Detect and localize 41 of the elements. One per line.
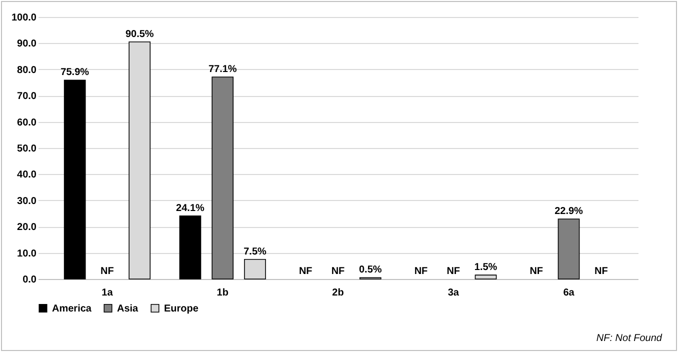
- text: NF: [414, 266, 428, 277]
- data-label: 22.9%: [554, 206, 584, 217]
- x-tick-label: 3a: [448, 288, 460, 298]
- text: NF: [446, 266, 460, 277]
- data-label: 0.5%: [358, 264, 382, 276]
- legend-label: Europe: [164, 303, 199, 314]
- text: NF: [331, 266, 345, 277]
- text: NF: [530, 266, 544, 277]
- data-label: 1.5%: [474, 262, 498, 274]
- y-tick-label: 100.0: [11, 12, 37, 24]
- bar: [474, 274, 497, 280]
- data-label: 90.5%: [125, 28, 154, 40]
- y-tick-label: 10.0: [17, 248, 37, 260]
- text: NF: Not Found: [596, 333, 662, 344]
- data-label: 75.9%: [60, 67, 90, 78]
- x-tick-label: 1a: [102, 288, 114, 298]
- y-tick-label: 0.0: [22, 274, 37, 286]
- bar: [212, 76, 234, 280]
- bar: [179, 215, 202, 280]
- text: NF: [100, 266, 114, 277]
- y-tick-label: 90.0: [17, 38, 37, 50]
- legend-label: America: [52, 303, 92, 314]
- y-tick-label: 50.0: [17, 144, 37, 154]
- y-tick-label: 70.0: [17, 91, 37, 102]
- x-tick-label: 6a: [563, 288, 575, 298]
- y-tick-label: 30.0: [17, 196, 37, 207]
- bar: [558, 218, 580, 280]
- x-tick-label: 1b: [216, 288, 228, 298]
- bar: [64, 80, 86, 280]
- legend-label: Asia: [117, 303, 139, 314]
- y-tick-label: 20.0: [17, 222, 37, 234]
- bar: [244, 258, 266, 280]
- y-tick-label: 80.0: [17, 64, 37, 76]
- text: NF: [298, 266, 312, 277]
- text: NF: [594, 266, 608, 277]
- y-tick-label: 40.0: [17, 170, 37, 181]
- y-tick-label: 60.0: [17, 117, 37, 128]
- data-label: 24.1%: [176, 202, 205, 214]
- data-label: 77.1%: [208, 64, 237, 75]
- x-tick-label: 2b: [332, 288, 344, 298]
- data-label: 7.5%: [244, 246, 267, 258]
